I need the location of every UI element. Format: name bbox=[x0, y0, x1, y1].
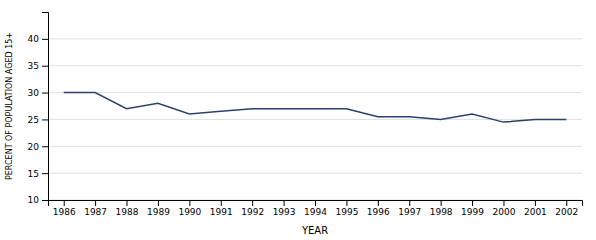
x-tick: 2001 bbox=[524, 200, 547, 217]
x-tick: 1990 bbox=[178, 200, 201, 217]
x-tick: 1988 bbox=[116, 200, 139, 217]
y-tick: 25 bbox=[28, 115, 48, 125]
x-tick-label: 1994 bbox=[304, 207, 327, 217]
x-tick-label: 1991 bbox=[210, 207, 233, 217]
y-tick-label: 30 bbox=[28, 88, 40, 98]
x-tick-mark bbox=[503, 200, 504, 206]
x-tick-label: 1992 bbox=[241, 207, 264, 217]
y-tick: 40 bbox=[28, 34, 48, 44]
x-tick-label: 2000 bbox=[493, 207, 516, 217]
x-tick: 1998 bbox=[430, 200, 453, 217]
grid-line bbox=[48, 173, 582, 174]
x-tick: 1996 bbox=[367, 200, 390, 217]
x-tick-mark bbox=[252, 200, 253, 206]
x-tick-label: 1996 bbox=[367, 207, 390, 217]
x-tick-label: 1989 bbox=[147, 207, 170, 217]
x-tick-mark bbox=[284, 200, 285, 206]
grid-line bbox=[48, 119, 582, 120]
x-tick-mark bbox=[127, 200, 128, 206]
x-tick-label: 1997 bbox=[398, 207, 421, 217]
plot-area bbox=[64, 93, 567, 123]
x-axis-title: YEAR bbox=[301, 225, 328, 236]
y-tick-label: 35 bbox=[28, 61, 39, 71]
x-tick: 1993 bbox=[273, 200, 296, 217]
y-tick: 15 bbox=[28, 169, 48, 179]
x-tick: 1997 bbox=[398, 200, 421, 217]
grid bbox=[48, 39, 582, 200]
y-tick-label: 25 bbox=[28, 115, 39, 125]
x-tick-mark bbox=[158, 200, 159, 206]
x-tick: 2002 bbox=[555, 200, 578, 217]
x-tick: 2000 bbox=[493, 200, 516, 217]
x-tick-label: 1987 bbox=[84, 207, 107, 217]
x-axis: 1986 1987 1988 1989 1990 1991 1992 1993 1994 1995… bbox=[49, 200, 583, 217]
x-tick: 1995 bbox=[335, 200, 358, 217]
x-tick-mark bbox=[472, 200, 473, 206]
x-tick-label: 1993 bbox=[273, 207, 296, 217]
grid-line bbox=[48, 92, 582, 93]
x-tick: 1999 bbox=[461, 200, 484, 217]
chart: 1986 1987 1988 1989 1990 1991 1992 1993 1994 1995… bbox=[0, 0, 596, 240]
y-tick-mark bbox=[42, 146, 48, 147]
y-tick: 10 bbox=[28, 195, 48, 205]
x-tick-label: 1998 bbox=[430, 207, 453, 217]
x-tick: 1989 bbox=[147, 200, 170, 217]
x-tick-mark bbox=[535, 200, 536, 206]
x-tick-label: 1995 bbox=[335, 207, 358, 217]
x-tick-mark bbox=[409, 200, 410, 206]
x-tick-mark bbox=[64, 200, 65, 206]
y-tick-mark bbox=[42, 66, 48, 67]
y-tick-label: 40 bbox=[28, 34, 40, 44]
x-tick: 1986 bbox=[53, 200, 76, 217]
x-tick-label: 1988 bbox=[116, 207, 139, 217]
x-tick-mark bbox=[189, 200, 190, 206]
y-tick-label: 15 bbox=[28, 169, 39, 179]
x-tick-mark bbox=[221, 200, 222, 206]
x-tick-mark bbox=[346, 200, 347, 206]
x-tick-label: 1990 bbox=[178, 207, 201, 217]
y-tick-label: 10 bbox=[28, 195, 40, 205]
y-axis-title: PERCENT OF POPULATION AGED 15+ bbox=[5, 32, 14, 180]
x-tick-label: 1986 bbox=[53, 207, 76, 217]
x-tick-mark bbox=[315, 200, 316, 206]
x-tick-mark bbox=[441, 200, 442, 206]
y-tick-mark bbox=[42, 119, 48, 120]
y-tick-label: 20 bbox=[28, 142, 40, 152]
x-tick-mark bbox=[95, 200, 96, 206]
grid-line bbox=[48, 146, 582, 147]
x-tick: 1992 bbox=[241, 200, 264, 217]
y-tick-mark bbox=[42, 200, 48, 201]
x-tick-label: 2002 bbox=[555, 207, 578, 217]
x-tick-label: 1999 bbox=[461, 207, 484, 217]
x-tick-mark bbox=[566, 200, 567, 206]
y-tick: 30 bbox=[28, 88, 48, 98]
y-axis: 10 15 20 25 30 35 40 bbox=[28, 13, 49, 206]
y-tick-mark bbox=[42, 39, 48, 40]
y-tick-mark bbox=[42, 173, 48, 174]
x-tick-label: 2001 bbox=[524, 207, 547, 217]
y-tick: 35 bbox=[28, 61, 48, 71]
x-tick: 1994 bbox=[304, 200, 327, 217]
y-tick: 20 bbox=[28, 142, 48, 152]
x-tick: 1991 bbox=[210, 200, 233, 217]
y-axis-line bbox=[42, 13, 49, 201]
line bbox=[64, 93, 567, 123]
x-axis-line bbox=[49, 201, 583, 207]
grid-line bbox=[48, 65, 582, 66]
x-tick-mark bbox=[378, 200, 379, 206]
x-tick: 1987 bbox=[84, 200, 107, 217]
y-tick-mark bbox=[42, 93, 48, 94]
grid-line bbox=[48, 38, 582, 39]
